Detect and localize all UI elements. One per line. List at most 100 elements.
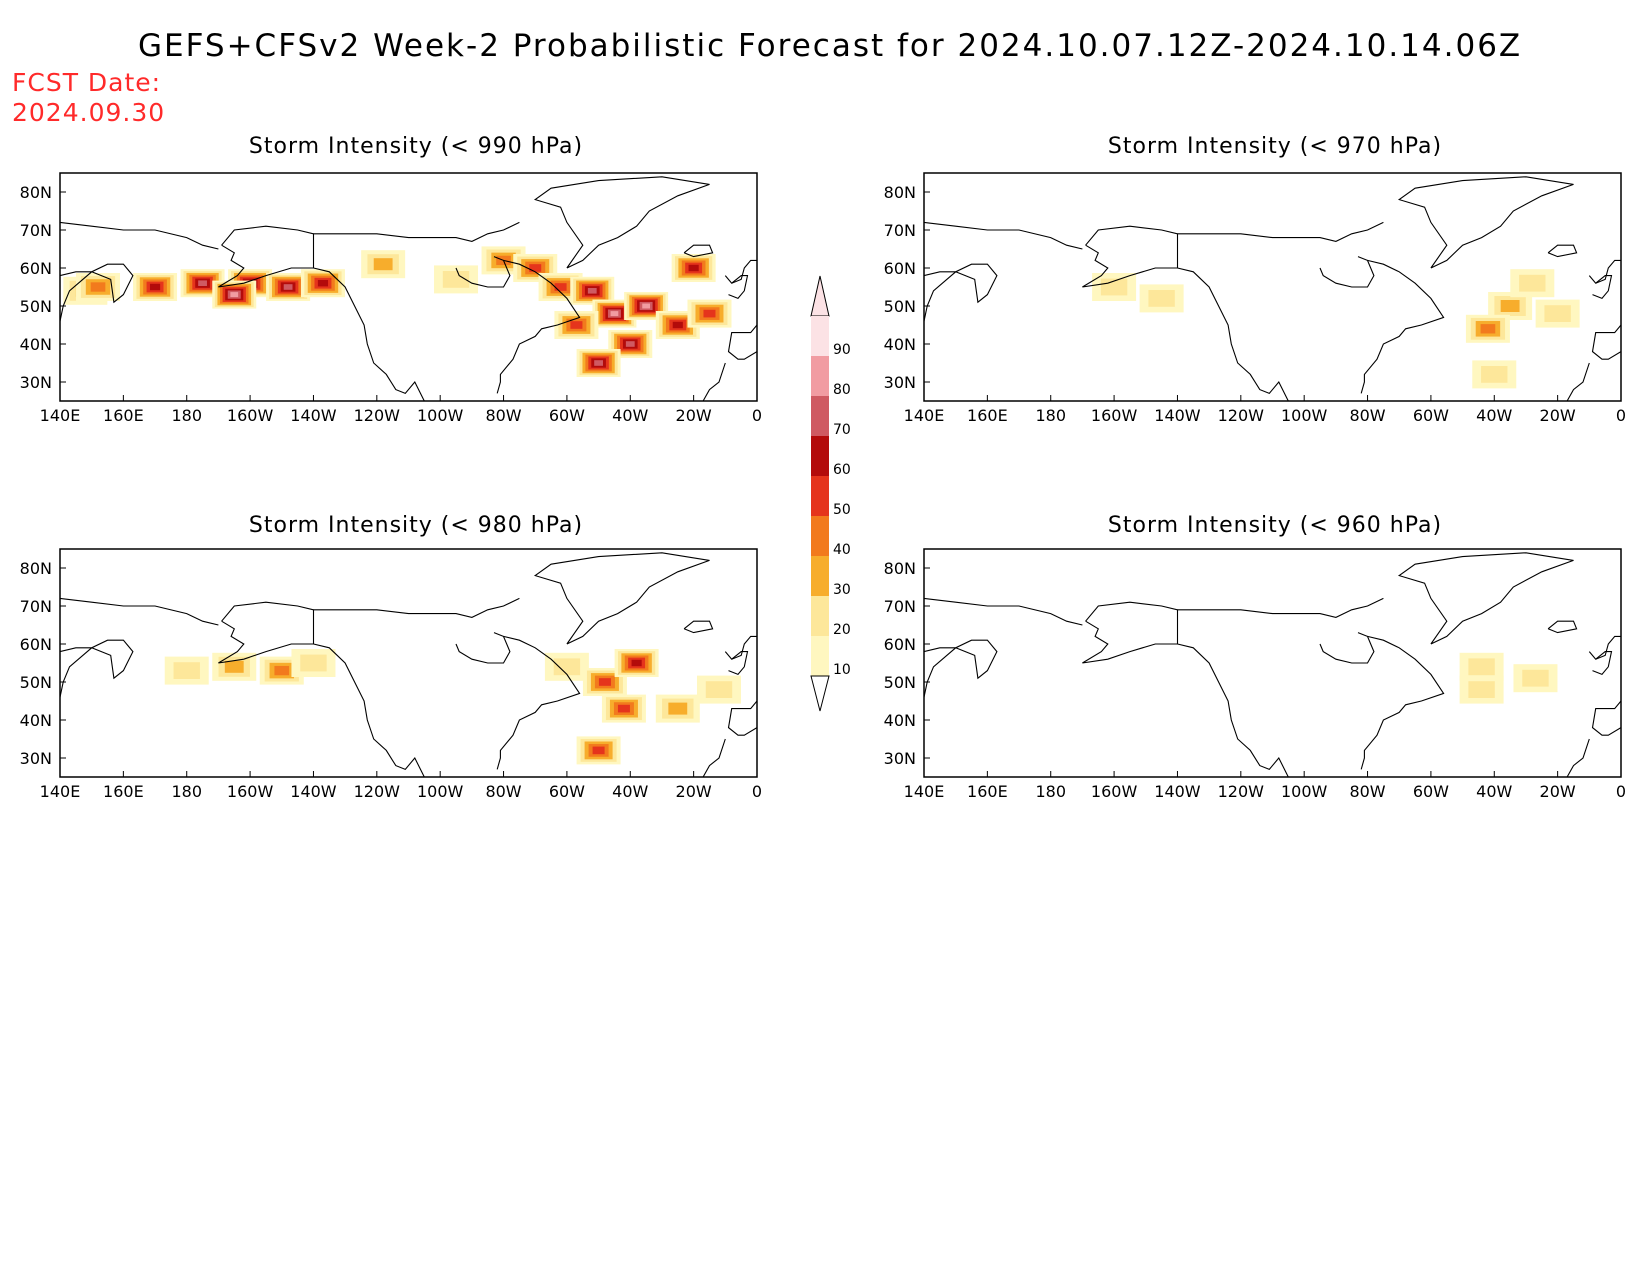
coastline bbox=[1177, 267, 1289, 401]
probability-cell bbox=[592, 746, 605, 755]
coastline bbox=[1566, 738, 1590, 777]
coastline bbox=[533, 552, 710, 645]
coastline bbox=[1588, 259, 1621, 284]
coastline bbox=[1547, 244, 1578, 258]
lat-tick-label: 80N bbox=[20, 183, 52, 202]
lon-tick-label: 0 bbox=[752, 782, 762, 801]
lon-tick-label: 120W bbox=[354, 406, 401, 425]
lon-tick-label: 0 bbox=[752, 406, 762, 425]
lat-tick-label: 70N bbox=[884, 597, 916, 616]
coastline bbox=[60, 639, 134, 698]
coastlines bbox=[60, 552, 757, 777]
map-frame bbox=[59, 548, 758, 778]
coastline bbox=[1592, 651, 1613, 676]
coastline bbox=[313, 643, 425, 777]
probability-cell bbox=[553, 658, 581, 676]
coastline bbox=[1592, 275, 1613, 300]
panel-title-990: Storm Intensity (< 990 hPa) bbox=[249, 134, 583, 159]
fcst-label: FCST Date: bbox=[12, 68, 162, 97]
fcst-date: 2024.09.30 bbox=[12, 98, 166, 127]
forecast-date-label: FCST Date: 2024.09.30 bbox=[12, 68, 165, 128]
lon-tick-label: 160W bbox=[227, 406, 274, 425]
lon-tick-label: 160E bbox=[103, 406, 144, 425]
lon-tick-label: 20W bbox=[676, 406, 712, 425]
coastline bbox=[702, 362, 726, 401]
coastline bbox=[724, 259, 757, 284]
coastline bbox=[496, 635, 581, 770]
lon-tick-label: 120W bbox=[1218, 406, 1265, 425]
probability-cell bbox=[198, 280, 207, 286]
coastlines bbox=[60, 176, 757, 401]
lat-tick-label: 70N bbox=[884, 221, 916, 240]
probability-cell bbox=[149, 283, 161, 291]
probability-cell bbox=[230, 292, 239, 298]
lon-tick-label: 180 bbox=[171, 782, 202, 801]
colorbar-tick-label: 60 bbox=[833, 462, 851, 478]
lon-tick-label: 140W bbox=[1154, 406, 1201, 425]
lat-tick-label: 60N bbox=[884, 259, 916, 278]
probability-cell bbox=[703, 309, 716, 318]
coastline bbox=[1360, 635, 1445, 770]
coastline bbox=[702, 738, 726, 777]
panel-title-980: Storm Intensity (< 980 hPa) bbox=[249, 513, 583, 538]
coastline bbox=[60, 221, 219, 250]
probability-cell bbox=[617, 704, 630, 713]
probability-cell bbox=[570, 321, 583, 329]
lat-tick-label: 40N bbox=[20, 335, 52, 354]
coastline bbox=[1397, 176, 1574, 269]
lon-tick-label: 60W bbox=[1413, 406, 1449, 425]
lon-tick-label: 140E bbox=[40, 782, 81, 801]
probability-cell bbox=[1522, 669, 1549, 687]
lon-tick-label: 180 bbox=[1035, 406, 1066, 425]
lon-tick-label: 140W bbox=[1154, 782, 1201, 801]
coastline bbox=[455, 256, 511, 288]
coastlines bbox=[924, 552, 1621, 777]
lon-tick-label: 160E bbox=[967, 406, 1008, 425]
lon-tick-label: 20W bbox=[1540, 406, 1576, 425]
coastline bbox=[533, 176, 710, 269]
probability-cell bbox=[668, 702, 688, 715]
lon-tick-label: 160W bbox=[1091, 782, 1138, 801]
probability-cell bbox=[610, 311, 619, 317]
map-frame bbox=[923, 172, 1622, 402]
probability-cell bbox=[283, 284, 293, 290]
coastline bbox=[313, 221, 520, 242]
probability-cell bbox=[373, 258, 393, 271]
lon-tick-label: 160W bbox=[227, 782, 274, 801]
lat-tick-label: 80N bbox=[20, 559, 52, 578]
coastline bbox=[218, 225, 315, 288]
lon-tick-label: 120W bbox=[354, 782, 401, 801]
coastline bbox=[727, 700, 757, 736]
probability-shading bbox=[63, 246, 732, 377]
probability-cell bbox=[554, 283, 567, 291]
lon-tick-label: 80W bbox=[1349, 782, 1385, 801]
lat-tick-label: 30N bbox=[884, 749, 916, 768]
lon-tick-label: 180 bbox=[1035, 782, 1066, 801]
lon-tick-label: 40W bbox=[1476, 406, 1512, 425]
map-panel-3: 80N 70N 60N 50N 40N 30N 140E 160E 180 160W 140W 120… bbox=[884, 548, 1626, 801]
lat-tick-label: 80N bbox=[884, 559, 916, 578]
lat-tick-label: 40N bbox=[20, 711, 52, 730]
coastline bbox=[60, 597, 219, 626]
panel-title-960: Storm Intensity (< 960 hPa) bbox=[1108, 513, 1442, 538]
lon-tick-label: 100W bbox=[417, 782, 464, 801]
lon-tick-label: 140E bbox=[904, 782, 945, 801]
coastline bbox=[924, 597, 1083, 626]
lon-tick-label: 100W bbox=[417, 406, 464, 425]
lat-tick-label: 70N bbox=[20, 597, 52, 616]
probability-cell bbox=[529, 264, 542, 272]
lon-tick-label: 80W bbox=[485, 782, 521, 801]
probability-cell bbox=[598, 678, 611, 686]
colorbar-tick-label: 70 bbox=[833, 422, 851, 438]
probability-shading bbox=[1459, 652, 1558, 704]
coastline bbox=[218, 601, 315, 664]
coastline bbox=[313, 597, 520, 618]
lon-tick-label: 40W bbox=[612, 406, 648, 425]
map-frame bbox=[59, 172, 758, 402]
colorbar-swatch bbox=[811, 476, 829, 516]
coastline bbox=[724, 635, 757, 660]
coastline bbox=[313, 267, 425, 401]
lat-tick-label: 30N bbox=[20, 749, 52, 768]
coastlines bbox=[924, 176, 1621, 401]
lon-tick-label: 20W bbox=[1540, 782, 1576, 801]
